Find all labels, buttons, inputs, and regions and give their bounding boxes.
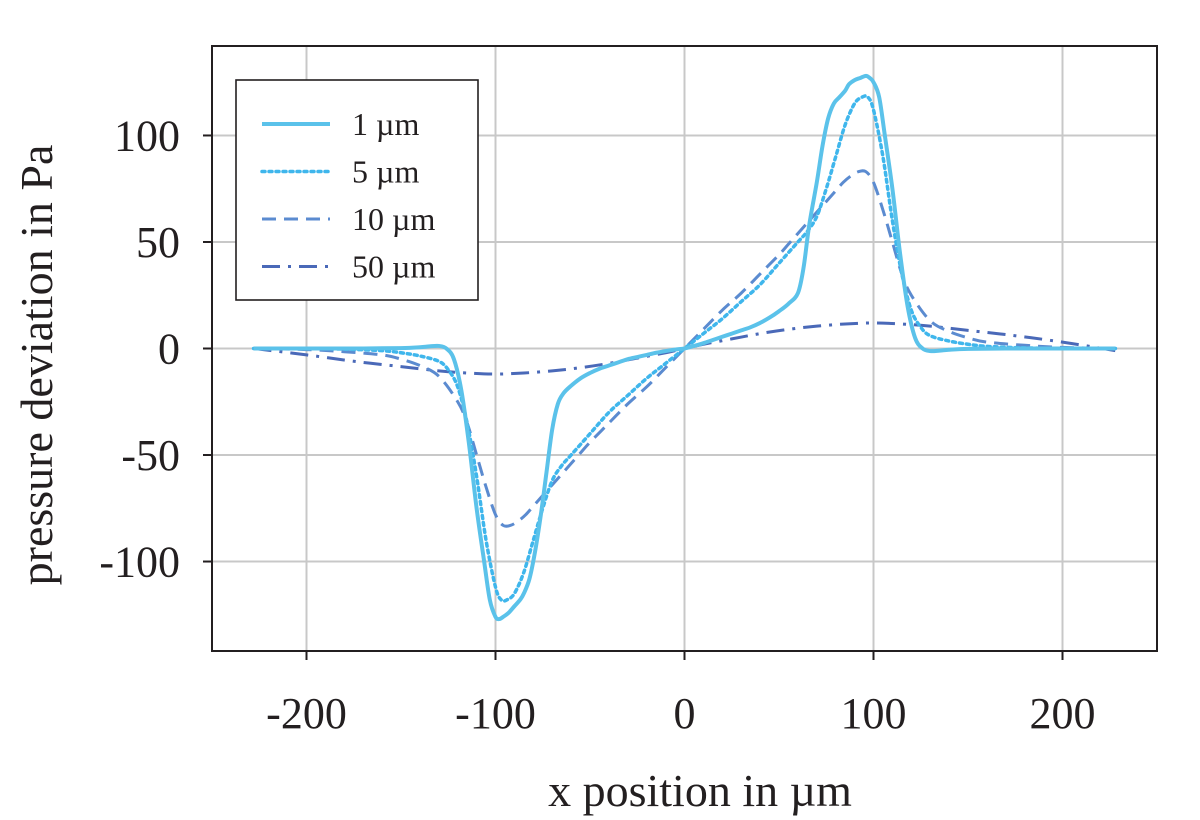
series-line-1m <box>253 73 1116 622</box>
y-axis-title: pressure deviation in Pa <box>11 145 62 586</box>
x-axis-ticks: -200 -100 0 100 200 <box>266 651 1096 738</box>
y-tick-label: 100 <box>114 111 180 160</box>
x-axis-title: x position in µm <box>548 765 852 816</box>
x-tick-label: 100 <box>841 689 907 738</box>
y-tick-label: -50 <box>121 431 180 480</box>
x-tick-label: 0 <box>674 689 696 738</box>
legend-box <box>235 79 479 301</box>
legend: 1 µm 5 µm 10 µm 50 µm <box>235 79 479 301</box>
legend-label: 50 µm <box>352 249 435 285</box>
legend-label: 1 µm <box>352 106 419 142</box>
legend-entries: 1 µm 5 µm 10 µm 50 µm <box>260 106 435 285</box>
y-tick-label: -100 <box>99 538 180 587</box>
legend-label: 10 µm <box>352 201 435 237</box>
x-tick-label: -100 <box>455 689 536 738</box>
plot-series <box>251 73 1118 622</box>
y-tick-label: 0 <box>158 325 180 374</box>
x-tick-label: -200 <box>266 689 347 738</box>
legend-label: 5 µm <box>352 154 419 190</box>
y-axis-ticks: 100 50 0 -50 -100 <box>99 111 212 587</box>
y-tick-label: 50 <box>136 218 180 267</box>
x-tick-label: 200 <box>1030 689 1096 738</box>
